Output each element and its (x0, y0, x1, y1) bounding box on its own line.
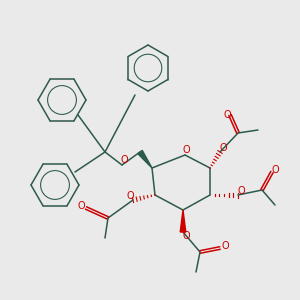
Text: O: O (182, 145, 190, 155)
Text: O: O (221, 241, 229, 251)
Text: O: O (120, 155, 128, 165)
Text: O: O (126, 191, 134, 201)
Text: O: O (77, 201, 85, 211)
Text: O: O (237, 186, 245, 196)
Text: O: O (219, 143, 227, 153)
Text: O: O (223, 110, 231, 120)
Text: O: O (182, 231, 190, 241)
Polygon shape (180, 210, 186, 232)
Polygon shape (138, 150, 152, 168)
Text: O: O (271, 165, 279, 175)
